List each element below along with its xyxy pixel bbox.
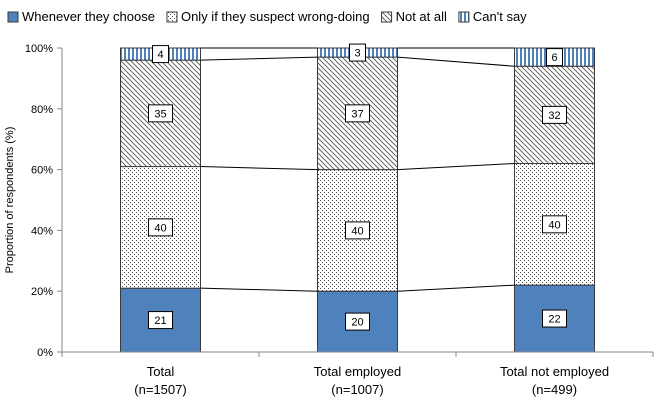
data-label: 32 (548, 110, 560, 122)
data-label: 4 (157, 49, 163, 61)
y-axis-title: Proportion of respondents (%) (4, 127, 16, 274)
y-tick-label: 80% (31, 104, 53, 116)
data-label-box (152, 45, 169, 64)
data-label-box (542, 309, 567, 328)
legend-swatch (7, 11, 19, 23)
data-label: 40 (154, 222, 166, 234)
series-lines (200, 47, 515, 292)
series-line (397, 284, 515, 292)
data-label: 35 (154, 108, 166, 120)
data-label-box (349, 43, 366, 62)
x-tick-label: Total employed (n=1007) (314, 364, 401, 397)
data-labels: 21 40 35 4 20 40 37 3 22 40 32 6 (148, 43, 567, 331)
legend-label: Not at all (396, 9, 447, 24)
data-label-box (542, 215, 567, 234)
series-line (397, 163, 515, 171)
data-label-box (542, 105, 567, 124)
x-tick-label: Total not employed (n=499) (500, 364, 609, 397)
data-label-box (345, 221, 370, 240)
data-label-box (345, 104, 370, 123)
legend-swatch (458, 11, 470, 23)
data-label: 40 (548, 219, 560, 231)
legend-label: Can't say (473, 9, 527, 24)
y-tick-label: 100% (25, 43, 53, 55)
series-line (200, 287, 318, 292)
y-axis: 0% 20% 40% 60% 80% 100% (25, 43, 63, 359)
legend-label: Only if they suspect wrong-doing (181, 9, 370, 24)
data-label-box (148, 218, 173, 237)
data-label-box (546, 48, 563, 67)
data-label-box (148, 311, 173, 330)
bars (120, 47, 595, 353)
legend-swatch (166, 11, 178, 23)
data-label: 20 (351, 317, 363, 329)
data-label: 22 (548, 314, 560, 326)
x-tick-label: Total (n=1507) (134, 364, 186, 397)
y-tick-label: 60% (31, 165, 53, 177)
x-axis: Total (n=1507) Total employed (n=1007) Total… (61, 351, 654, 397)
series-line (200, 166, 318, 171)
legend-label: Whenever they choose (22, 9, 155, 24)
legend: Whenever they choose Only if they suspect… (7, 9, 527, 24)
legend-swatch (381, 11, 393, 23)
y-tick-label: 40% (31, 225, 53, 237)
data-label: 21 (154, 315, 166, 327)
data-label: 40 (351, 225, 363, 237)
y-tick-label: 0% (37, 347, 53, 359)
data-label: 37 (351, 108, 363, 120)
series-line (200, 56, 318, 61)
y-tick-label: 20% (31, 286, 53, 298)
data-label-box (148, 104, 173, 123)
data-label: 3 (354, 48, 360, 60)
data-label-box (345, 312, 370, 331)
data-label: 6 (551, 52, 557, 64)
series-line (397, 56, 515, 67)
